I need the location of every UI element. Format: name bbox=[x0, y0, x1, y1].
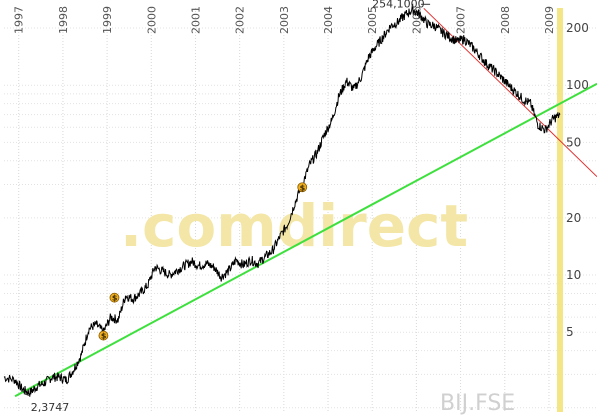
y-tick-label: 50 bbox=[566, 135, 581, 149]
x-tick-label: 2002 bbox=[234, 6, 247, 34]
current-date-highlight bbox=[557, 8, 563, 412]
dividend-marker bbox=[98, 330, 109, 341]
x-tick-label: 2001 bbox=[189, 6, 202, 34]
support-trendline bbox=[14, 82, 597, 398]
x-tick-label: 2000 bbox=[145, 6, 158, 34]
x-tick-label: 2003 bbox=[278, 6, 291, 34]
x-axis-ticks: 1997 1998 1999 2000 2001 2002 2003 2004 2005 2006… bbox=[13, 6, 556, 34]
low-annotation: 2,3747 bbox=[31, 401, 70, 414]
high-annotation: 254,1000 bbox=[372, 0, 425, 10]
dividend-symbol: $ bbox=[112, 294, 118, 303]
y-tick-label: 200 bbox=[566, 21, 589, 35]
low-annotation-arrow bbox=[23, 393, 30, 397]
event-markers: $ $ $ bbox=[98, 182, 308, 341]
dividend-symbol: $ bbox=[300, 183, 306, 192]
trendlines bbox=[14, 7, 597, 398]
price-series bbox=[3, 3, 561, 397]
x-tick-label: 2009 bbox=[543, 6, 556, 34]
y-tick-label: 10 bbox=[566, 268, 581, 282]
resistance-trendline bbox=[423, 7, 597, 178]
watermark-text: .comdirect bbox=[120, 192, 468, 260]
dividend-symbol: $ bbox=[101, 332, 107, 341]
annotations: 254,1000 2,3747 bbox=[23, 0, 431, 414]
y-axis-ticks: 5 10 20 50 100 200 bbox=[566, 21, 589, 339]
x-tick-label: 2007 bbox=[455, 6, 468, 34]
x-tick-label: 2004 bbox=[322, 6, 335, 34]
dividend-marker bbox=[297, 182, 308, 193]
highlight-band bbox=[557, 8, 563, 412]
x-tick-label: 1999 bbox=[101, 6, 114, 34]
y-tick-label: 5 bbox=[566, 325, 574, 339]
dividend-marker bbox=[109, 292, 120, 303]
x-tick-label: 1997 bbox=[13, 6, 26, 34]
grid bbox=[4, 8, 597, 412]
x-tick-label: 2008 bbox=[499, 6, 512, 34]
y-tick-label: 100 bbox=[566, 78, 589, 92]
price-line bbox=[3, 3, 561, 397]
y-tick-label: 20 bbox=[566, 211, 581, 225]
x-tick-label: 2005 bbox=[366, 6, 379, 34]
ticker-label: BIJ.FSE bbox=[440, 391, 515, 416]
x-tick-label: 1998 bbox=[57, 6, 70, 34]
